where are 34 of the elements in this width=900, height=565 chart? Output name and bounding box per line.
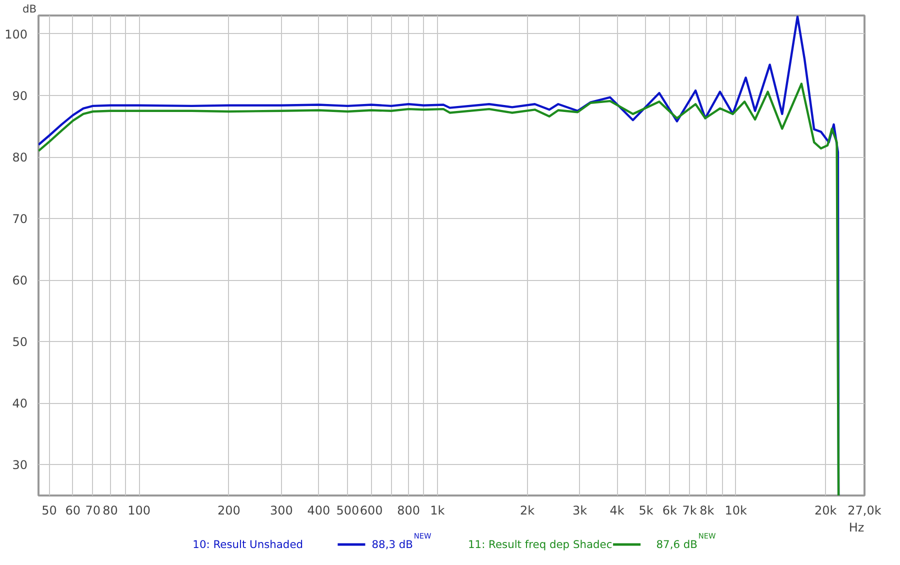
x-tick-label: 2k	[520, 504, 535, 518]
x-axis-title: Hz	[848, 520, 864, 534]
y-tick-label: 90	[12, 89, 28, 103]
x-tick-label: 1k	[430, 504, 445, 518]
x-tick-label: 200	[217, 504, 240, 518]
x-tick-label: 80	[102, 504, 118, 518]
x-tick-label: 70	[85, 504, 101, 518]
x-tick-label: 500	[336, 504, 360, 518]
y-tick-label: 30	[12, 458, 28, 472]
text: 10: Result Unshaded	[192, 538, 304, 551]
x-tick-label: 8k	[700, 504, 714, 518]
x-tick-label: 10k	[724, 504, 747, 518]
x-tick-label: 20k	[814, 504, 837, 518]
y-tick-label: 40	[12, 396, 28, 411]
y-tick-label: 70	[12, 212, 28, 226]
x-tick-label: 5k	[638, 504, 654, 518]
legend-label: 11: Result freq dep Shadec	[468, 538, 612, 551]
x-tick-label: 6k	[662, 504, 677, 518]
y-axis-title: dB	[22, 2, 37, 16]
y-tick-label: 50	[12, 335, 28, 350]
x-tick-label: 800	[397, 504, 420, 518]
y-tick-label: 60	[12, 274, 28, 288]
y-tick-label: 100	[4, 27, 28, 42]
x-tick-label: 27,0k	[848, 504, 882, 518]
x-tick-label: 600	[360, 504, 383, 518]
x-tick-label: 300	[270, 504, 293, 518]
x-tick-label: 50	[42, 504, 57, 518]
y-tick-label: 80	[12, 150, 28, 165]
x-tick-label: 60	[65, 504, 81, 518]
x-tick-label: 4k	[610, 504, 624, 518]
x-tick-label: 7k	[682, 504, 697, 518]
x-tick-label: 100	[128, 504, 151, 518]
x-tick-label: 3k	[572, 504, 588, 518]
x-tick-label: 400	[307, 504, 330, 518]
